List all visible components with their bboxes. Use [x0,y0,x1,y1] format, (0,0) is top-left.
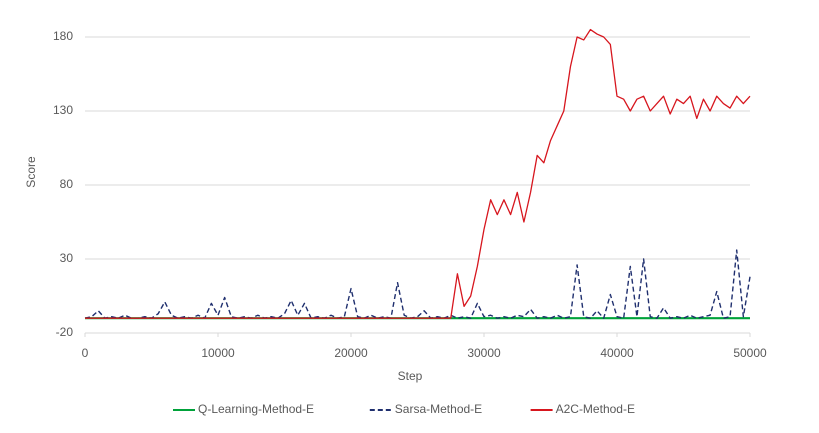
x-tick-label: 10000 [201,346,235,360]
y-tick-label: 30 [60,251,74,265]
x-tick-label: 20000 [334,346,368,360]
series-line [84,249,751,319]
x-tick-label: 30000 [467,346,501,360]
y-tick-label: 80 [60,177,74,191]
series-line [85,28,751,319]
y-axis-label: Score [24,156,38,188]
legend-label: Q-Learning-Method-E [198,402,314,416]
legend-label: A2C-Method-E [556,402,635,416]
y-tick-label: 180 [53,29,73,43]
y-tick-label: -20 [56,325,74,339]
x-axis-label: Step [398,369,423,383]
legend-label: Sarsa-Method-E [395,402,482,416]
x-tick-label: 40000 [600,346,634,360]
x-tick-label: 0 [82,346,89,360]
y-tick-label: 130 [53,103,73,117]
x-tick-label: 50000 [733,346,767,360]
